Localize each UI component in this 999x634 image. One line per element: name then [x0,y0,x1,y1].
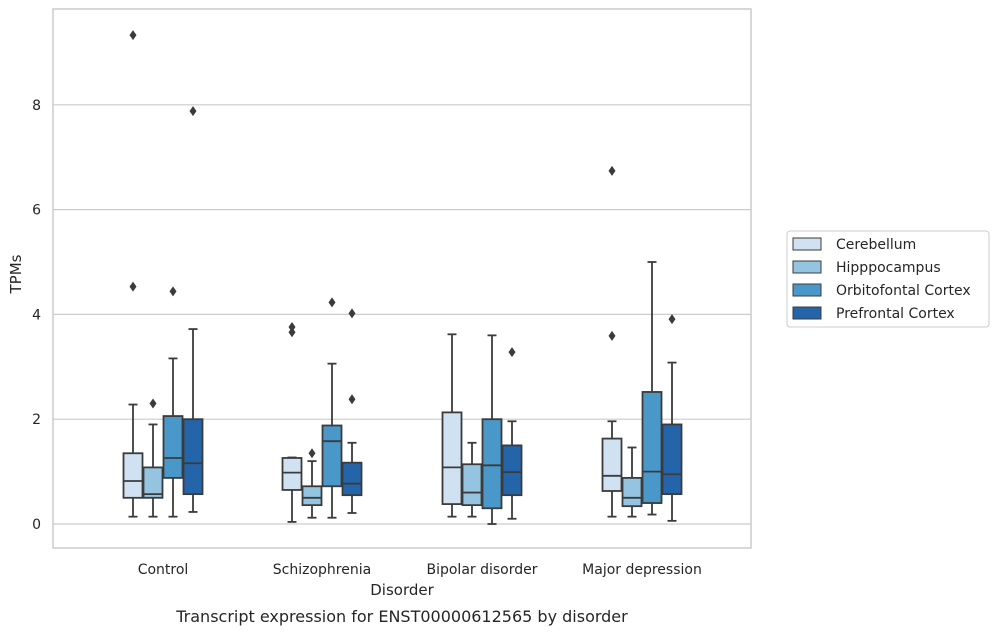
box-iqr [142,466,164,499]
outlier-point [608,165,616,176]
box-iqr [641,391,663,504]
box-hipppocampus [142,398,164,518]
box-iqr [301,485,323,507]
box-cerebellum [122,30,144,518]
legend-swatch [792,260,822,274]
outlier-point [348,308,356,319]
outlier-point [288,321,296,332]
outlier-point [189,106,197,117]
box-prefrontal-cortex [182,106,204,513]
outlier-point [129,30,137,41]
y-tick-label: 4 [32,307,41,323]
outlier-point [668,314,676,325]
legend-label: Prefrontal Cortex [836,306,955,322]
outlier-point [508,347,516,358]
outlier-point [328,297,336,308]
legend-swatch [792,306,822,320]
box-iqr [281,457,303,491]
legend-frame [786,230,990,328]
box-orbitofontal-cortex [162,286,184,518]
box-iqr [162,415,184,479]
outlier-point [169,286,177,297]
x-axis-label: Disorder [370,581,434,599]
box-hipppocampus [621,446,643,518]
x-tick-label: Bipolar disorder [426,562,537,578]
x-tick-labels: Control Schizophrenia Bipolar disorder Majo… [138,562,702,578]
plot-frame [52,8,752,549]
outlier-point [129,281,137,292]
box-iqr [122,452,144,499]
legend-label: Hipppocampus [836,260,941,276]
outlier-point [149,398,157,409]
legend-swatch [792,237,822,251]
y-axis-label: TPMs [7,254,25,294]
legend-swatch [792,283,822,297]
x-tick-label: Control [138,562,189,578]
box-iqr [321,424,343,488]
box-prefrontal-cortex [501,347,523,520]
box-prefrontal-cortex [661,314,683,522]
box-iqr [501,444,523,497]
box-orbitofontal-cortex [321,297,343,519]
legend-label: Orbitofontal Cortex [836,283,971,299]
y-tick-label: 6 [32,203,41,219]
y-tick-labels: 0 2 4 6 8 [32,98,41,533]
chart-caption: Transcript expression for ENST0000061256… [175,607,628,626]
box-orbitofontal-cortex [641,261,663,516]
box-cerebellum [281,321,303,523]
box-plot-boxes [122,30,683,525]
box-iqr [601,437,623,492]
x-tick-label: Schizophrenia [273,562,371,578]
outlier-point [348,394,356,405]
box-iqr [481,418,503,510]
box-hipppocampus [461,441,483,518]
box-iqr [621,476,643,508]
box-cerebellum [441,333,463,518]
y-tick-label: 2 [32,412,41,428]
box-iqr [461,463,483,507]
x-tick-label: Major depression [582,562,702,578]
box-iqr [341,461,363,497]
y-tick-label: 8 [32,98,41,114]
box-iqr [661,423,683,496]
legend: Cerebellum Hipppocampus Orbitofontal Corte… [786,230,990,328]
y-tick-label: 0 [32,517,41,533]
outlier-point [608,330,616,341]
box-orbitofontal-cortex [481,334,503,525]
outlier-point [308,448,316,459]
box-iqr [441,411,463,505]
legend-label: Cerebellum [836,237,916,253]
box-hipppocampus [301,448,323,519]
box-prefrontal-cortex [341,308,363,514]
outlier-point [288,327,296,338]
box-cerebellum [601,165,623,518]
box-iqr [182,418,204,496]
